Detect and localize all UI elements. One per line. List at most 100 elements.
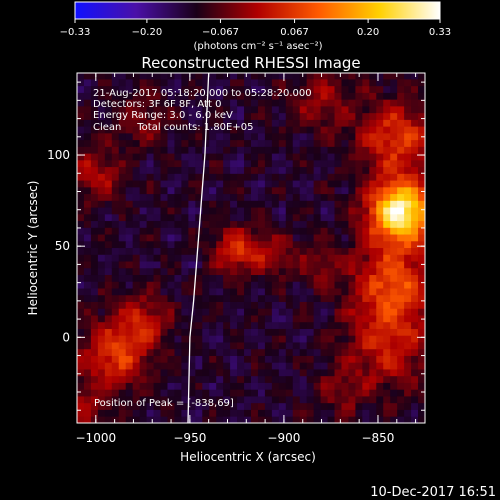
heatmap-cell xyxy=(223,396,231,404)
heatmap-cell xyxy=(202,92,210,100)
heatmap-cell xyxy=(216,73,224,80)
heatmap-cell xyxy=(97,180,106,188)
heatmap-cell xyxy=(362,227,370,235)
heatmap-cell xyxy=(90,240,99,249)
heatmap-cell xyxy=(397,362,405,370)
heatmap-cell xyxy=(97,288,106,296)
heatmap-cell xyxy=(313,200,321,208)
heatmap-cell xyxy=(313,274,321,282)
x-tick-label: −850 xyxy=(361,431,394,445)
heatmap-cell xyxy=(90,355,99,363)
heatmap-cell xyxy=(146,79,154,87)
heatmap-cell xyxy=(404,200,412,208)
heatmap-cell xyxy=(188,382,196,390)
heatmap-cell xyxy=(390,180,398,188)
heatmap-cell xyxy=(299,375,308,383)
heatmap-cell xyxy=(160,126,168,134)
heatmap-cell xyxy=(174,112,182,120)
heatmap-cell xyxy=(418,389,425,397)
heatmap-cell xyxy=(181,207,189,215)
heatmap-cell xyxy=(209,369,217,377)
heatmap-cell xyxy=(77,126,85,134)
heatmap-cell xyxy=(209,132,217,141)
heatmap-cell xyxy=(174,159,182,168)
heatmap-cell xyxy=(118,308,127,316)
heatmap-cell xyxy=(348,200,356,208)
heatmap-cell xyxy=(132,186,141,195)
heatmap-cell xyxy=(306,402,315,410)
heatmap-cell xyxy=(160,112,168,120)
heatmap-cell xyxy=(237,321,245,329)
heatmap-cell xyxy=(125,362,134,370)
heatmap-cell xyxy=(313,159,321,168)
heatmap-cell xyxy=(181,362,189,370)
heatmap-cell xyxy=(230,348,238,356)
heatmap-cell xyxy=(334,389,342,397)
heatmap-cell xyxy=(97,126,106,134)
heatmap-cell xyxy=(188,173,196,181)
heatmap-cell xyxy=(362,79,370,87)
heatmap-cell xyxy=(132,389,141,397)
heatmap-cell xyxy=(90,73,99,80)
heatmap-cell xyxy=(271,375,280,383)
heatmap-cell xyxy=(251,132,259,141)
heatmap-cell xyxy=(251,240,259,249)
heatmap-cell xyxy=(306,79,315,87)
heatmap-cell xyxy=(397,119,405,127)
heatmap-cell xyxy=(146,159,154,168)
heatmap-cell xyxy=(404,153,412,161)
heatmap-cell xyxy=(334,348,342,356)
heatmap-cell xyxy=(90,220,99,228)
heatmap-cell xyxy=(313,213,321,222)
heatmap-cell xyxy=(362,180,370,188)
heatmap-cell xyxy=(404,315,412,323)
heatmap-cell xyxy=(230,166,238,174)
heatmap-cell xyxy=(223,328,231,336)
heatmap-cell xyxy=(77,416,85,423)
heatmap-cell xyxy=(139,240,147,249)
heatmap-cell xyxy=(383,139,391,147)
heatmap-cell xyxy=(320,180,328,188)
heatmap-cell xyxy=(104,402,113,410)
heatmap-cell xyxy=(77,159,85,168)
heatmap-cell xyxy=(146,409,154,417)
heatmap-cell xyxy=(390,173,398,181)
heatmap-cell xyxy=(320,375,328,383)
heatmap-cell xyxy=(146,132,154,141)
heatmap-cell xyxy=(77,227,85,235)
heatmap-cell xyxy=(83,227,92,235)
heatmap-cell xyxy=(132,234,141,242)
heatmap-cell xyxy=(230,220,238,228)
heatmap-cell xyxy=(146,247,154,255)
heatmap-cell xyxy=(257,79,266,87)
heatmap-cell xyxy=(209,200,217,208)
heatmap-cell xyxy=(341,355,349,363)
heatmap-cell xyxy=(327,180,335,188)
heatmap-cell xyxy=(418,342,425,350)
heatmap-cell xyxy=(209,119,217,127)
heatmap-cell xyxy=(271,153,280,161)
heatmap-cell xyxy=(264,213,273,222)
heatmap-cell xyxy=(118,389,127,397)
heatmap-cell xyxy=(390,166,398,174)
heatmap-cell xyxy=(306,416,315,423)
heatmap-cell xyxy=(139,396,147,404)
heatmap-cell xyxy=(167,308,175,316)
heatmap-cell xyxy=(397,274,405,282)
heatmap-cell xyxy=(264,92,273,100)
heatmap-cell xyxy=(334,328,342,336)
heatmap-cell xyxy=(209,267,217,276)
heatmap-cell xyxy=(139,213,147,222)
heatmap-cell xyxy=(264,112,273,120)
heatmap-cell xyxy=(223,355,231,363)
heatmap-cell xyxy=(264,355,273,363)
heatmap-cell xyxy=(97,375,106,383)
heatmap-cell xyxy=(90,153,99,161)
heatmap-cell xyxy=(251,99,259,107)
heatmap-cell xyxy=(188,193,196,201)
heatmap-cell xyxy=(83,254,92,262)
heatmap-cell xyxy=(348,132,356,141)
heatmap-cell xyxy=(313,402,321,410)
heatmap-cell xyxy=(418,153,425,161)
heatmap-cell xyxy=(83,288,92,296)
